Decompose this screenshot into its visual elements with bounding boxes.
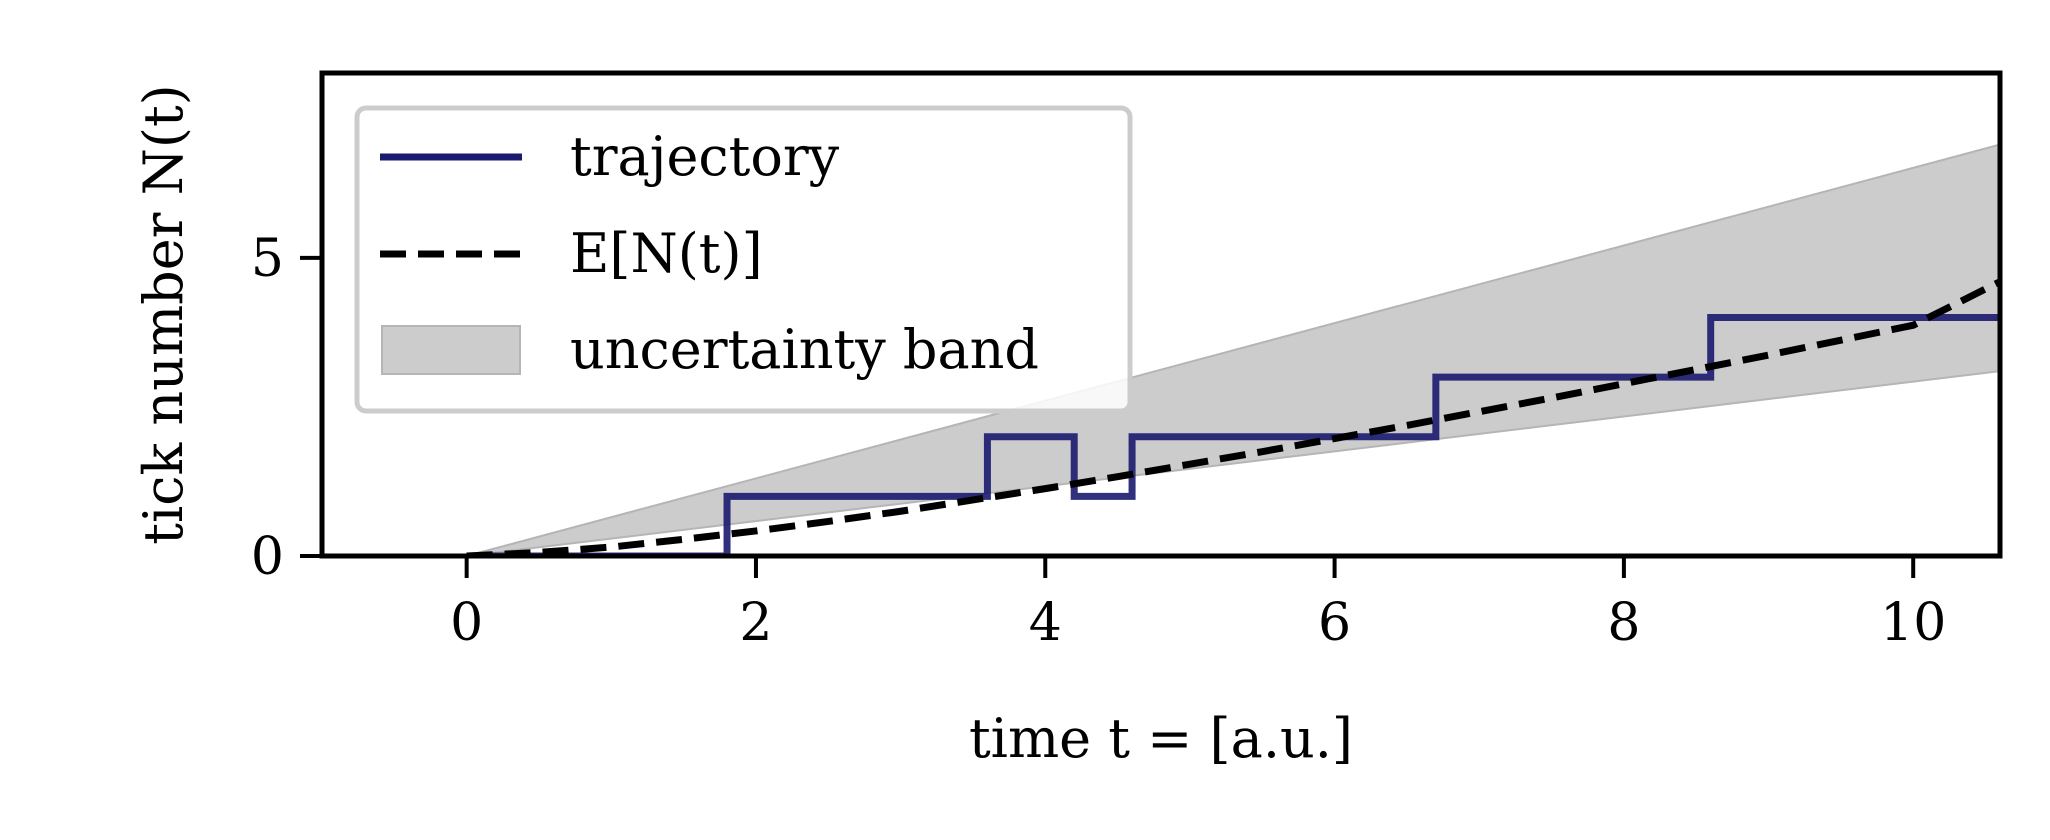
legend-label: uncertainty band: [570, 318, 1039, 381]
expected-value-line: [466, 278, 2000, 556]
x-tick-label: 6: [1318, 593, 1351, 653]
uncertainty-band: [466, 143, 2000, 556]
y-tick-label: 5: [251, 229, 284, 289]
legend-swatch-band: [381, 325, 521, 375]
legend: trajectory E[N(t)] uncertainty band: [354, 105, 1133, 414]
axes-frame: [319, 70, 2003, 559]
x-tick-label: 2: [739, 593, 772, 653]
x-axis-label: time t = [a.u.]: [969, 707, 1353, 770]
y-tick-label: 0: [251, 527, 284, 587]
legend-box: [354, 105, 1133, 414]
y-axis-label: tick number N(t): [132, 84, 195, 544]
plot-area: [466, 143, 2000, 556]
x-tick-label: 10: [1880, 593, 1946, 653]
x-tick-label: 0: [450, 593, 483, 653]
trajectory-line: [466, 313, 2000, 556]
x-tick-label: 8: [1607, 593, 1640, 653]
legend-label: trajectory: [570, 125, 840, 188]
x-tick-label: 4: [1029, 593, 1062, 653]
legend-label: E[N(t)]: [570, 222, 763, 285]
axes: 0 2 4 6 8 10 0 5: [251, 70, 2003, 653]
